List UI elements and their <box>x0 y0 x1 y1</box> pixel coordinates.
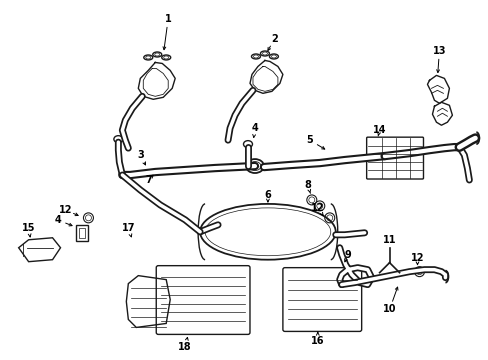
Text: 13: 13 <box>432 45 445 55</box>
Bar <box>80 228 85 238</box>
Text: 18: 18 <box>178 342 192 352</box>
Text: 16: 16 <box>310 336 324 346</box>
Text: 8: 8 <box>304 180 311 190</box>
Text: 1: 1 <box>164 14 171 24</box>
Text: 10: 10 <box>382 305 396 315</box>
Text: 17: 17 <box>122 223 135 233</box>
Text: 12: 12 <box>59 205 72 215</box>
Text: 4: 4 <box>54 215 61 225</box>
Text: 7: 7 <box>144 175 151 185</box>
Text: 9: 9 <box>344 250 350 260</box>
Text: 4: 4 <box>251 123 258 133</box>
Text: 5: 5 <box>306 135 312 145</box>
Text: 12: 12 <box>410 253 424 263</box>
Text: 15: 15 <box>22 223 35 233</box>
Text: 3: 3 <box>137 150 143 160</box>
Text: 6: 6 <box>264 190 271 200</box>
Text: 11: 11 <box>382 235 396 245</box>
Text: 14: 14 <box>372 125 386 135</box>
Text: 2: 2 <box>271 33 278 44</box>
Text: 12: 12 <box>310 203 324 213</box>
Bar <box>76 225 88 241</box>
